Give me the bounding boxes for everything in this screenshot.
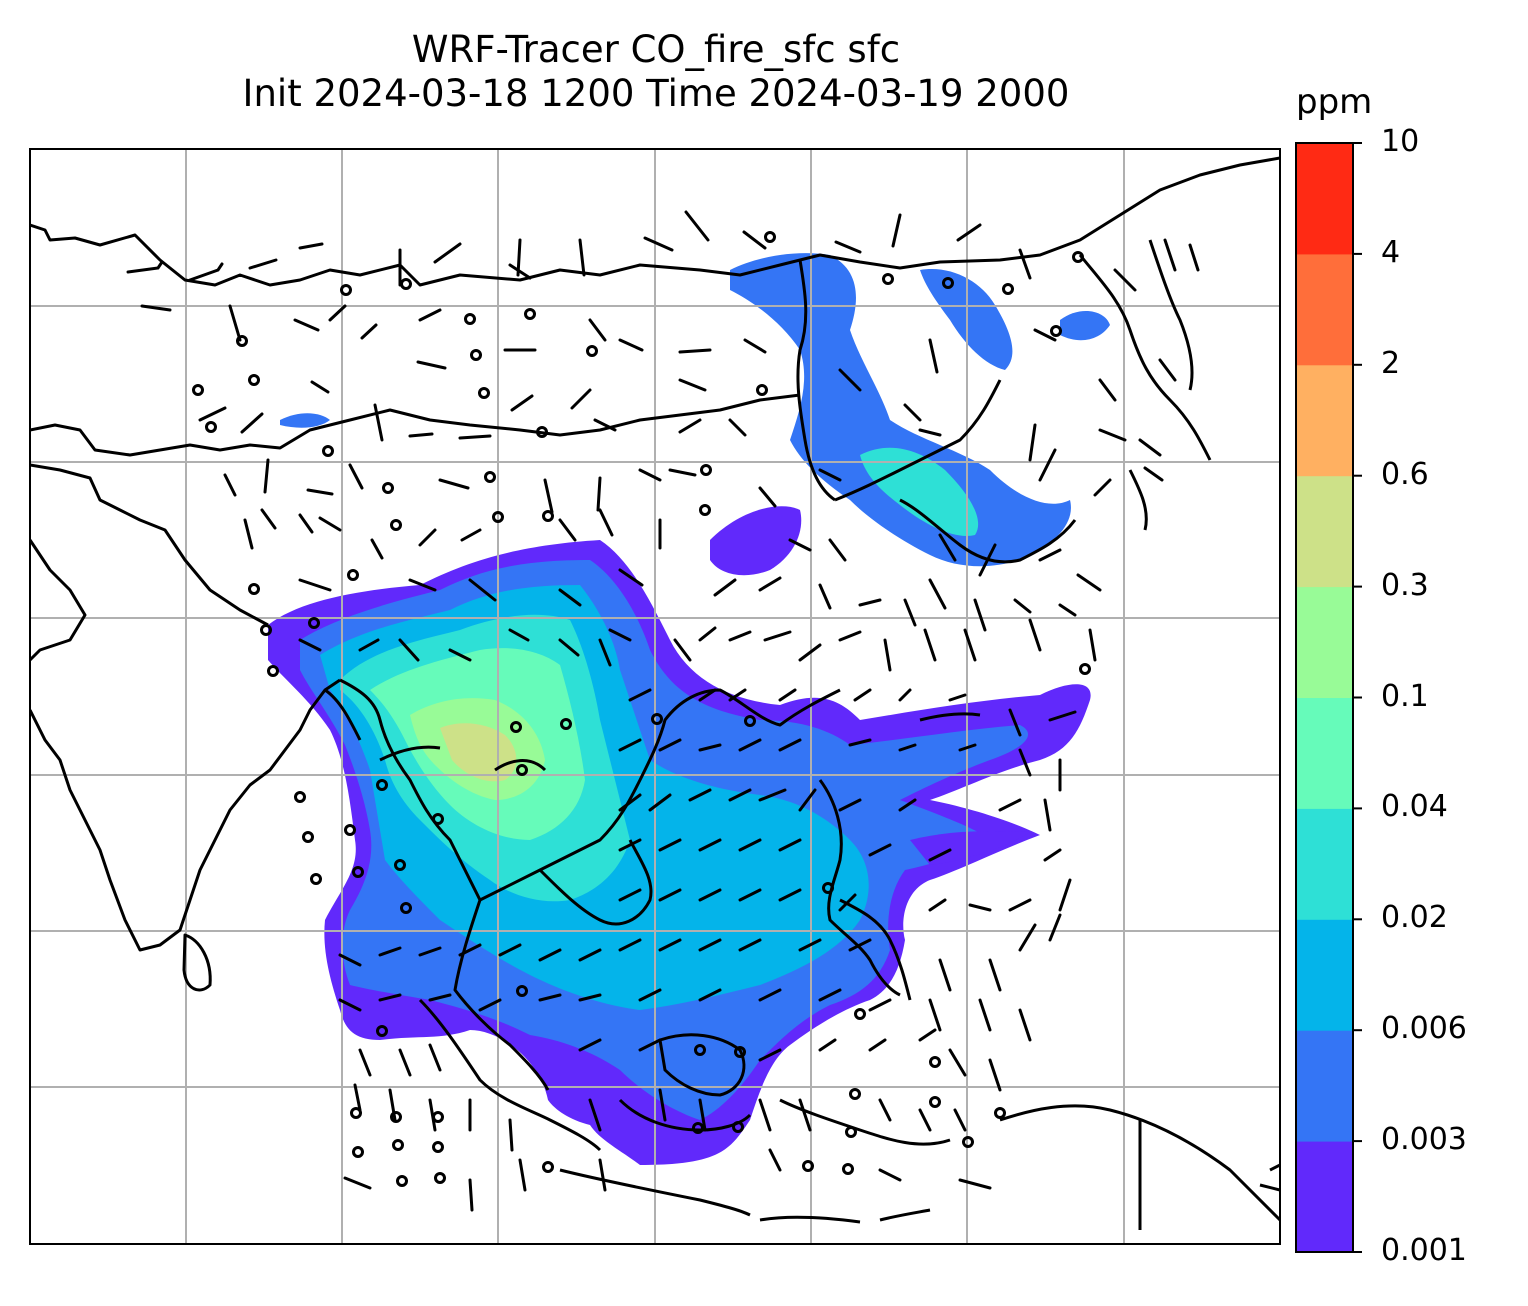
colorbar-segment [1296,697,1353,809]
title-line-2: Init 2024-03-18 1200 Time 2024-03-19 200… [242,72,1070,115]
colorbar-tick-label: 0.006 [1381,1011,1467,1047]
colorbar-tick-label: 0.001 [1381,1233,1467,1268]
title-line-1: WRF-Tracer CO_fire_sfc sfc [411,28,901,71]
colorbar-segment [1296,1141,1353,1253]
colorbar-ticks [1353,142,1362,1253]
plume-north-d [710,506,802,576]
colorbar-segment [1296,1030,1353,1142]
plume-north-a [730,253,1071,567]
colorbar-tick-label: 4 [1381,234,1401,270]
colorbar-segments [1296,143,1353,1253]
colorbar-tick-label: 2 [1381,345,1401,381]
colorbar-tick-label: 0.6 [1381,456,1429,492]
wind-barbs [126,210,1200,1212]
colorbar-segment [1296,364,1353,477]
calm-wind-markers [192,231,1091,1187]
colorbar-tick-label: 0.3 [1381,567,1429,603]
map-title: WRF-Tracer CO_fire_sfc sfc Init 2024-03-… [30,28,1282,116]
colorbar-unit: ppm [1296,82,1373,122]
colorbar-frame [1295,142,1354,1253]
colorbar-segment [1296,253,1353,366]
map-frame [29,148,1281,1245]
plume-north-a-inner [860,447,979,536]
colorbar-segment [1296,808,1353,920]
colorbar-tick-label: 0.003 [1381,1122,1467,1158]
colorbar-tick-label: 0.04 [1381,789,1448,825]
plume-north-c [1060,310,1110,341]
colorbar-segment [1296,475,1353,588]
colorbar-segment [1296,919,1353,1031]
colorbar-tick-label: 0.02 [1381,900,1448,936]
coastlines-borders [30,156,1280,1230]
map-gridlines [30,149,1280,1244]
colorbar-segment [1296,586,1353,698]
colorbar-tick-label: 0.1 [1381,678,1429,714]
colorbar-tick-label: 10 [1381,124,1420,159]
plume-north-e [280,413,330,428]
colorbar-segment [1296,143,1353,255]
